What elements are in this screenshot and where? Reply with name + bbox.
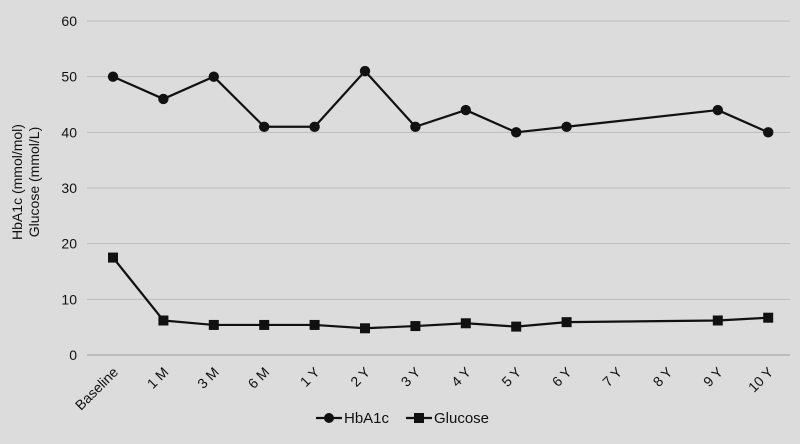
legend-marker (324, 413, 334, 423)
data-point-hba1c (460, 104, 471, 116)
data-point-hba1c (359, 65, 371, 77)
x-tick-label: 10 Y (745, 363, 777, 395)
y-axis-label-line-2: Glucose (mmol/L) (26, 127, 42, 237)
series-line-hba1c (112, 69, 769, 134)
y-tick-label: 10 (61, 291, 77, 307)
x-tick-labels: Baseline 1 M 3 M 6 M 1 Y 2 Y 3 Y 4 Y 5 Y 6 Y 7 Y 8 … (72, 363, 777, 413)
y-axis-label: HbA1c (mmol/mol) Glucose (mmol/L) (9, 124, 42, 240)
series-glucose (108, 252, 774, 334)
x-tick-label: 6 M (245, 364, 273, 392)
y-axis-label-line-1: HbA1c (mmol/mol) (9, 124, 25, 240)
data-point-hba1c (511, 127, 522, 138)
x-tick-label: 3 Y (398, 363, 424, 389)
legend-item-glucose: Glucose (406, 410, 489, 427)
y-tick-label: 60 (61, 13, 77, 29)
gridlines (87, 20, 790, 356)
data-point-hba1c (712, 104, 723, 116)
y-tick-label: 20 (61, 236, 77, 252)
data-point-hba1c (208, 71, 219, 82)
legend-label: Glucose (434, 410, 489, 427)
x-tick-label: 8 Y (650, 363, 676, 389)
data-point-glucose (259, 319, 270, 330)
data-point-glucose (309, 319, 320, 330)
series-hba1c (107, 65, 774, 138)
data-point-glucose (360, 323, 370, 334)
data-point-glucose (460, 318, 471, 329)
x-tick-label: 5 Y (498, 363, 524, 389)
x-tick-label: 1 Y (297, 363, 323, 389)
x-tick-label: 9 Y (700, 363, 726, 389)
data-point-hba1c (763, 127, 774, 138)
series-layer (107, 65, 774, 334)
x-tick-label: 4 Y (448, 363, 474, 389)
data-point-glucose (511, 321, 522, 332)
data-point-hba1c (107, 71, 119, 82)
legend: HbA1c Glucose (316, 410, 489, 427)
x-tick-label: 3 M (194, 364, 222, 392)
x-tick-label: 2 Y (347, 363, 373, 389)
data-point-hba1c (561, 121, 572, 132)
y-tick-label: 30 (61, 180, 77, 196)
data-point-glucose (158, 315, 169, 326)
y-tick-label: 50 (61, 69, 77, 85)
x-tick-label: 6 Y (549, 363, 575, 389)
data-point-hba1c (259, 121, 270, 132)
data-point-glucose (561, 317, 572, 328)
data-point-hba1c (410, 121, 421, 132)
data-point-glucose (712, 315, 723, 326)
data-point-hba1c (158, 93, 169, 105)
y-tick-labels: 0 10 20 30 40 50 60 (61, 13, 77, 363)
x-tick-label: 1 M (144, 364, 172, 392)
data-point-glucose (208, 319, 219, 330)
legend-item-hba1c: HbA1c (316, 410, 390, 427)
data-point-glucose (763, 312, 774, 323)
x-tick-label: Baseline (72, 364, 121, 413)
data-point-hba1c (309, 121, 320, 132)
legend-marker (414, 413, 424, 423)
data-point-glucose (410, 321, 421, 332)
x-tick-label: 7 Y (599, 363, 625, 389)
data-point-glucose (108, 252, 118, 263)
series-line-glucose (112, 256, 769, 330)
y-tick-label: 40 (61, 124, 77, 140)
legend-label: HbA1c (344, 410, 390, 427)
y-tick-label: 0 (69, 347, 77, 363)
